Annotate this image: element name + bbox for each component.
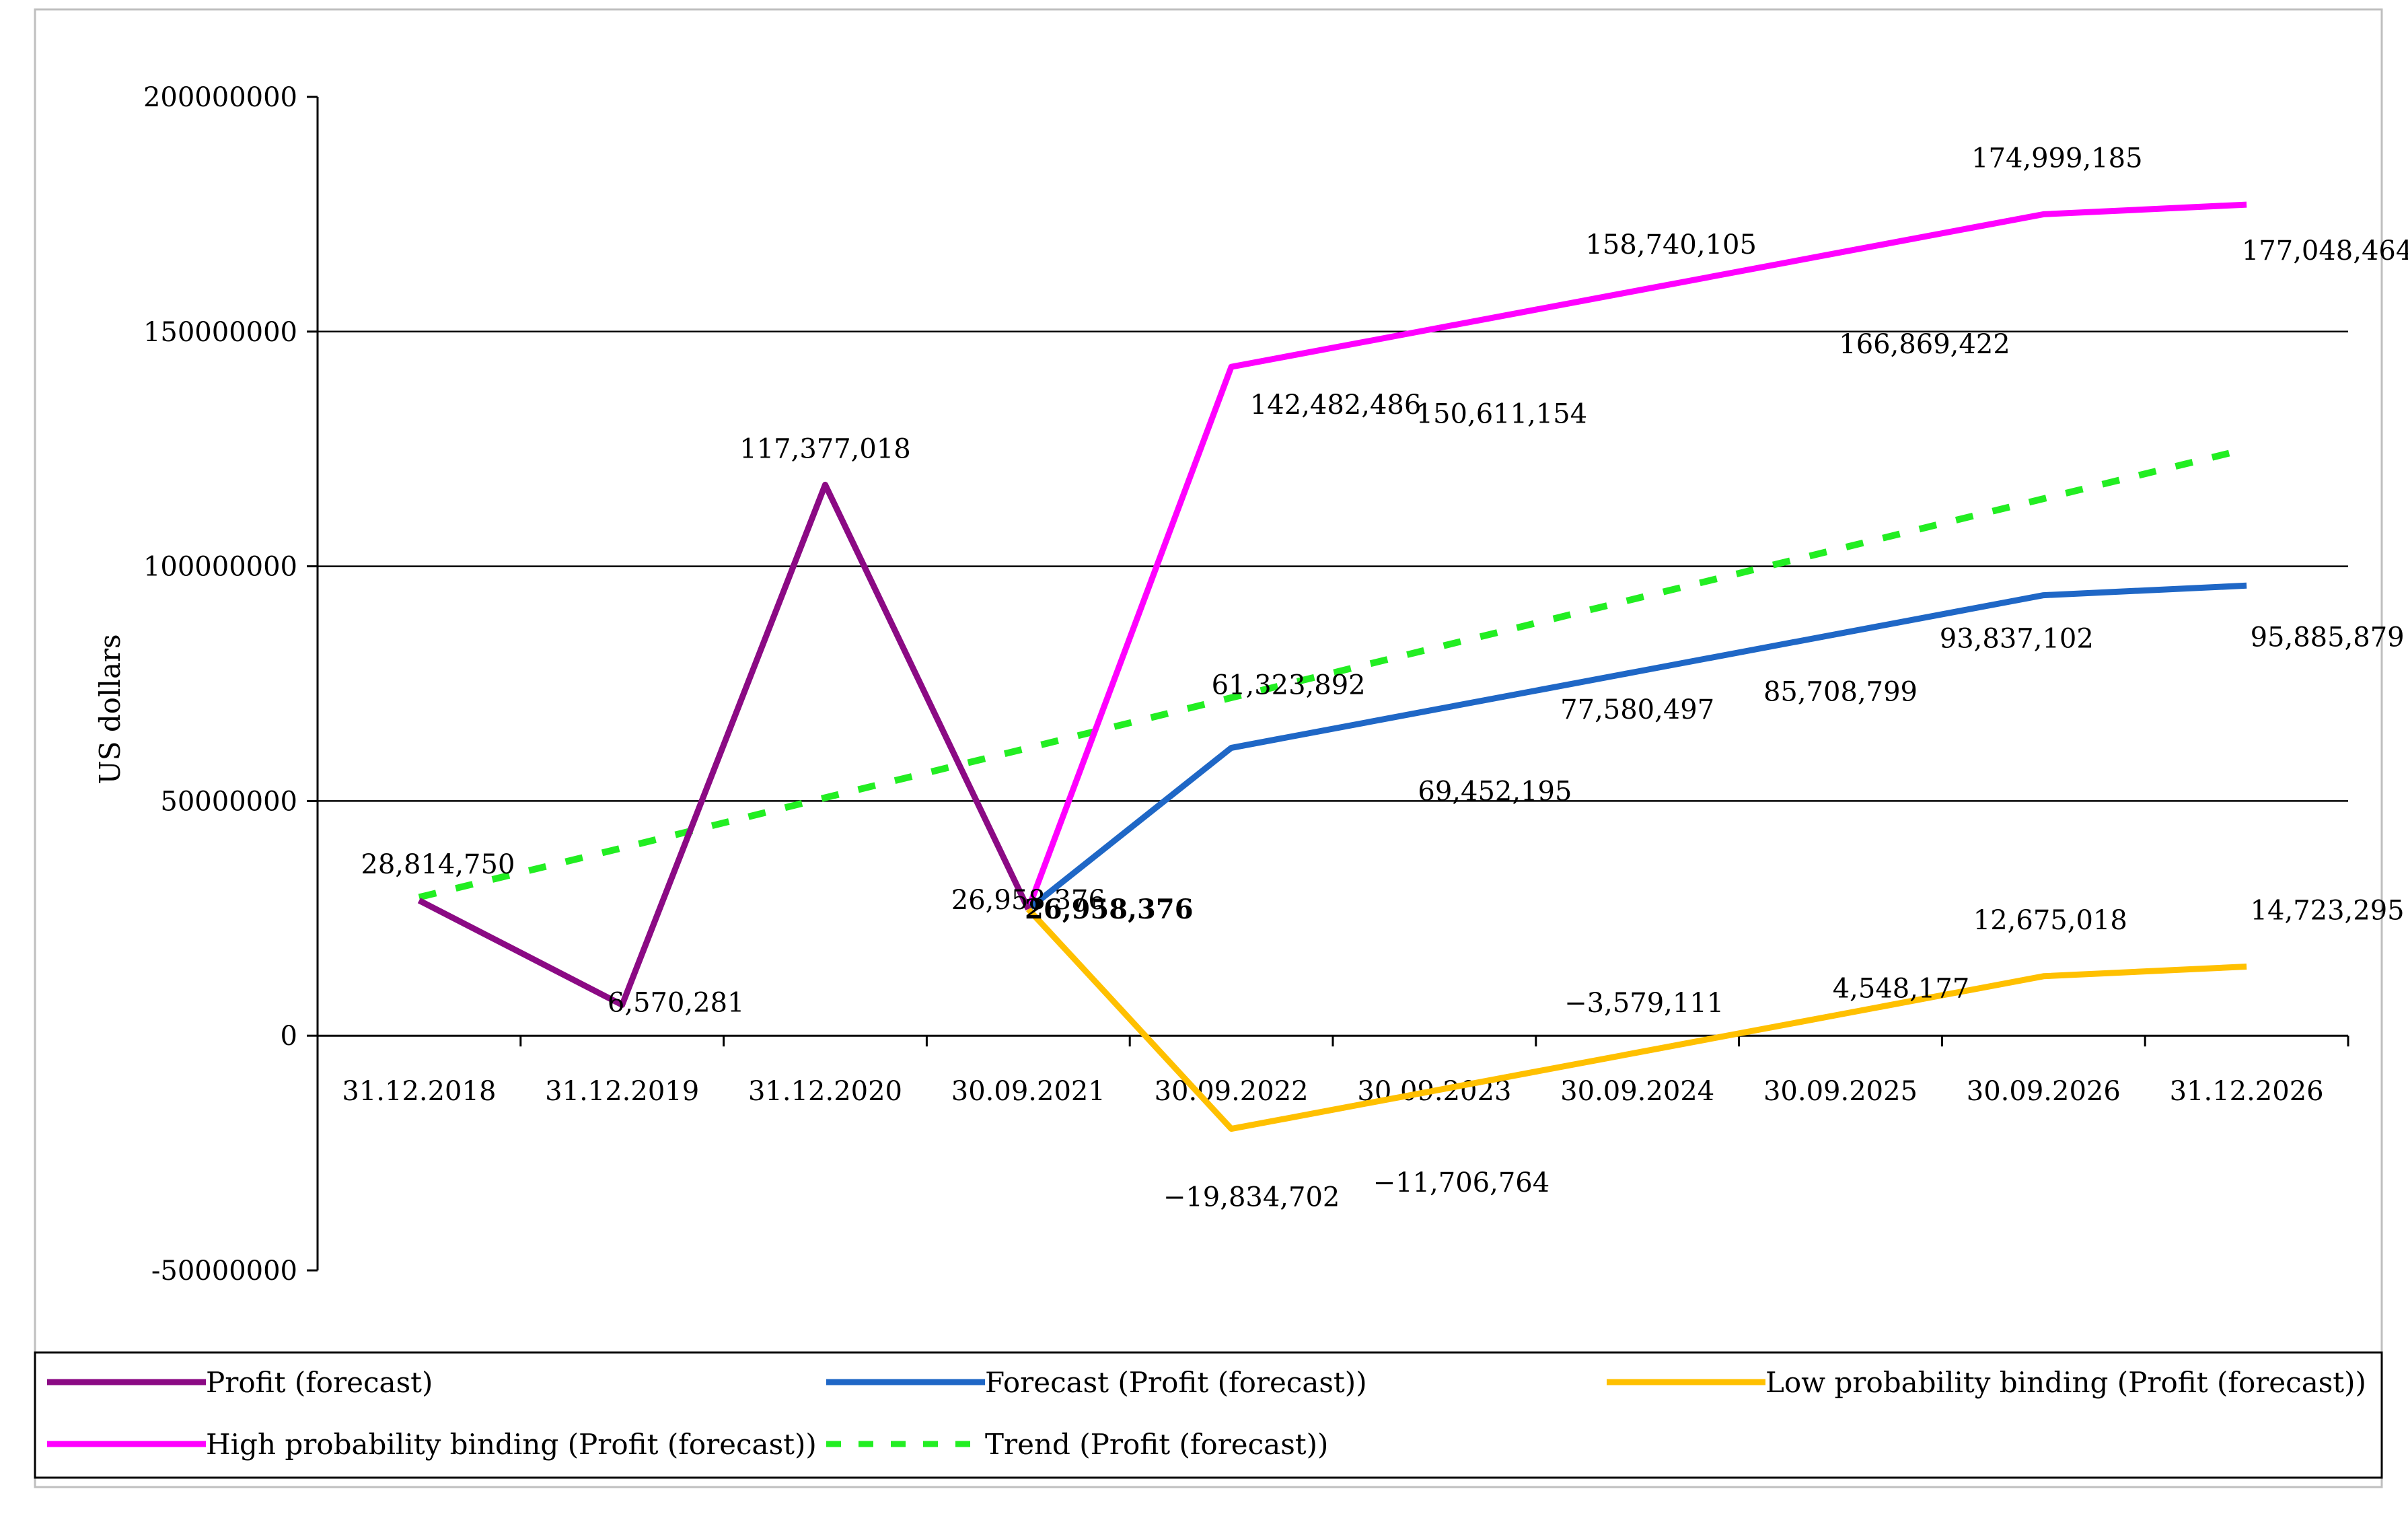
chart-outer-border <box>34 8 2383 1488</box>
y-tick-label: 50000000 <box>160 786 297 817</box>
legend: Profit (forecast) Forecast (Profit (forec… <box>47 1366 2366 1461</box>
y-tick-label: 150000000 <box>143 317 297 348</box>
data-label: 14,723,295 <box>2251 895 2405 926</box>
data-label: 61,323,892 <box>1212 670 1366 700</box>
data-label: 117,377,018 <box>739 433 910 464</box>
data-label: 174,999,185 <box>1971 143 2142 174</box>
series-line <box>1026 582 2247 912</box>
data-label: 4,548,177 <box>1833 973 1970 1004</box>
data-label: 12,675,018 <box>1973 905 2127 936</box>
data-label: 85,708,799 <box>1763 676 1918 707</box>
data-label: 166,869,422 <box>1839 329 2010 360</box>
x-tick-label: 30.09.2022 <box>1155 1076 1309 1107</box>
x-tick-label: 31.12.2026 <box>2170 1076 2324 1107</box>
data-label: −19,834,702 <box>1163 1182 1340 1213</box>
y-tick-label: 200000000 <box>143 82 297 113</box>
gridlines <box>318 330 2348 802</box>
data-label: −3,579,111 <box>1564 988 1724 1019</box>
x-tick-label: 31.12.2020 <box>748 1076 902 1107</box>
x-tick-label: 30.09.2024 <box>1560 1076 1714 1107</box>
legend-box <box>34 1351 2383 1479</box>
data-label: 95,885,879 <box>2251 622 2405 653</box>
data-label: 69,452,195 <box>1418 777 1572 807</box>
y-axis-title: US dollars <box>94 634 126 784</box>
data-label: 26,958,376 <box>951 885 1105 916</box>
series-line <box>418 445 2248 901</box>
data-label: −11,706,764 <box>1373 1167 1550 1198</box>
data-label: 77,580,497 <box>1560 694 1714 725</box>
series-line <box>417 481 1031 1008</box>
y-tick-label: 100000000 <box>143 552 297 583</box>
data-label: 177,048,464 <box>2242 236 2408 266</box>
data-label: 6,570,281 <box>608 987 745 1018</box>
series-lines <box>417 201 2248 1132</box>
y-tick-label: 0 <box>281 1021 297 1052</box>
series-line <box>1025 907 2247 1132</box>
data-label: 150,611,154 <box>1416 399 1587 430</box>
legend-label: Profit (forecast) <box>206 1366 433 1399</box>
x-tick-label: 30.09.2026 <box>1967 1076 2121 1107</box>
data-label: 142,482,486 <box>1250 390 1421 421</box>
y-tick-label: -50000000 <box>151 1256 297 1287</box>
x-tick-label: 31.12.2019 <box>545 1076 699 1107</box>
data-label: 93,837,102 <box>1940 624 2094 655</box>
legend-label: High probability binding (Profit (foreca… <box>206 1428 817 1461</box>
x-tick-label: 31.12.2018 <box>342 1076 496 1107</box>
legend-label: Low probability binding (Profit (forecas… <box>1765 1366 2366 1399</box>
data-label: 158,740,105 <box>1585 229 1756 260</box>
x-tick-label: 30.09.2021 <box>951 1076 1105 1107</box>
legend-label: Forecast (Profit (forecast)) <box>985 1366 1367 1399</box>
data-label: 28,814,750 <box>361 849 515 880</box>
series-line <box>1025 201 2247 910</box>
legend-label: Trend (Profit (forecast)) <box>985 1428 1328 1461</box>
data-labels: 28,814,750 6,570,281 117,377,018 26,958,376… <box>361 143 2408 1213</box>
x-tick-label: 30.09.2025 <box>1763 1076 1918 1107</box>
shared-point-label: 26,958,376 <box>1025 894 1194 925</box>
